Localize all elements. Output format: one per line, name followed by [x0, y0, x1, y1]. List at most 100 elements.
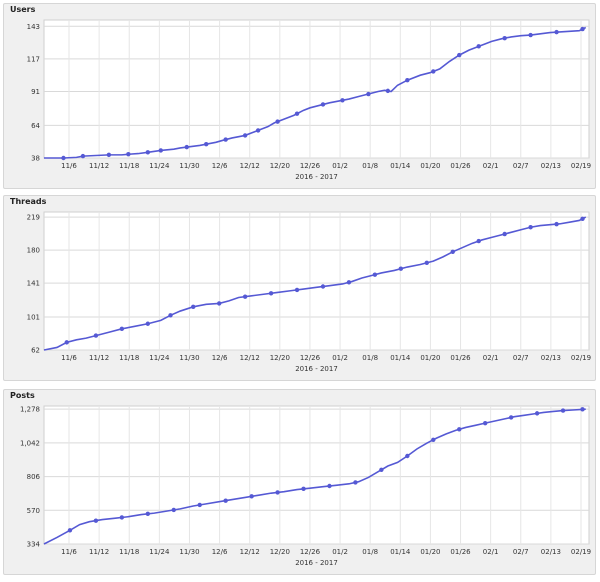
x-tick-label: 01/20 [420, 548, 440, 556]
data-point [353, 480, 358, 485]
x-tick-label: 02/1 [483, 548, 499, 556]
x-tick-label: 02/13 [541, 548, 561, 556]
x-tick-label: 11/24 [149, 548, 170, 556]
data-point [242, 133, 248, 138]
x-tick-label: 12/20 [270, 548, 290, 556]
data-point [145, 511, 151, 517]
x-tick-label: 01/8 [362, 548, 378, 556]
data-point [405, 78, 410, 83]
data-point [171, 507, 176, 513]
x-tick-label: 02/13 [541, 162, 561, 170]
users-chart-panel: Users 38 64 91 117 143 11/6 11/12 11/18 11/24 11/… [3, 3, 596, 189]
threads-chart: 62 101 141 180 219 11/6 11/12 11/18 11/24 11/30 12… [27, 211, 591, 373]
y-tick-label: 1,278 [20, 406, 40, 414]
x-tick-label: 11/18 [119, 548, 139, 556]
x-tick-label: 11/30 [179, 162, 199, 170]
x-tick-label: 11/24 [149, 354, 170, 362]
data-point [320, 102, 326, 107]
plot-area [43, 19, 590, 159]
data-point [366, 91, 371, 97]
data-point [534, 411, 540, 416]
x-tick-label: 01/26 [450, 162, 471, 170]
data-point [457, 52, 462, 58]
data-point [431, 69, 436, 74]
data-point [502, 231, 507, 237]
data-point [554, 29, 559, 35]
x-tick-label: 01/20 [420, 162, 440, 170]
data-point [320, 284, 326, 289]
data-point [119, 515, 125, 520]
y-tick-label: 570 [27, 507, 40, 515]
data-point [223, 498, 228, 503]
data-point [106, 152, 112, 158]
data-point [372, 272, 378, 277]
x-tick-label: 11/24 [149, 162, 170, 170]
x-tick-label: 01/20 [420, 354, 440, 362]
data-point [424, 260, 429, 265]
y-tick-label: 91 [31, 88, 40, 96]
data-point [554, 221, 559, 227]
data-point [145, 321, 151, 326]
data-point [93, 333, 99, 338]
x-tick-label: 11/6 [61, 162, 77, 170]
x-tick-label: 12/12 [240, 354, 260, 362]
y-tick-label: 334 [27, 541, 41, 549]
data-point [93, 518, 99, 523]
x-tick-label: 12/26 [300, 548, 321, 556]
data-point [405, 453, 410, 459]
y-tick-label: 38 [31, 155, 40, 163]
data-point [204, 142, 209, 147]
y-tick-label: 180 [27, 247, 40, 255]
plot-area [43, 405, 590, 545]
x-tick-label: 02/19 [571, 354, 591, 362]
y-tick-label: 117 [27, 55, 40, 63]
data-point [476, 44, 481, 49]
data-point [191, 304, 196, 310]
chart-title: Threads [10, 197, 47, 206]
y-tick-label: 1,042 [20, 439, 40, 447]
x-tick-label: 01/8 [362, 354, 378, 362]
data-point [119, 326, 125, 332]
x-tick-label: 01/8 [362, 162, 378, 170]
data-point [275, 490, 280, 495]
data-point [431, 437, 436, 443]
data-point [580, 26, 585, 32]
y-tick-label: 62 [31, 347, 40, 355]
data-point [560, 408, 566, 413]
data-point [294, 287, 300, 293]
x-tick-label: 02/19 [571, 548, 591, 556]
data-point [184, 144, 189, 150]
data-point [482, 420, 488, 426]
data-point [168, 313, 173, 318]
x-tick-label: 02/7 [513, 548, 529, 556]
data-point [528, 32, 533, 38]
data-point [346, 280, 352, 285]
x-tick-label: 11/18 [119, 354, 139, 362]
x-tick-label: 11/30 [179, 548, 199, 556]
data-point [340, 98, 345, 103]
x-tick-label: 01/26 [450, 548, 471, 556]
x-tick-label: 12/12 [240, 548, 260, 556]
x-tick-label: 01/2 [332, 354, 348, 362]
posts-chart: 334 570 806 1,042 1,278 11/6 11/12 11/18 11/24 11… [20, 405, 591, 567]
data-point [327, 483, 332, 489]
x-axis-label: 2016 - 2017 [295, 559, 338, 567]
data-point [528, 225, 533, 230]
x-tick-label: 01/14 [390, 354, 411, 362]
data-point [275, 119, 280, 124]
x-tick-label: 02/7 [513, 162, 529, 170]
x-tick-label: 12/6 [212, 548, 228, 556]
x-tick-label: 12/12 [240, 162, 260, 170]
x-tick-label: 12/20 [270, 162, 290, 170]
data-point [379, 467, 384, 473]
x-tick-label: 01/26 [450, 354, 471, 362]
data-point [268, 291, 274, 296]
x-tick-label: 11/12 [89, 162, 109, 170]
chart-title: Users [10, 5, 36, 14]
data-point [457, 427, 462, 432]
users-chart: 38 64 91 117 143 11/6 11/12 11/18 11/24 11/30 12/6… [27, 19, 591, 181]
x-tick-label: 11/6 [61, 354, 77, 362]
series-line [43, 216, 587, 351]
data-point [508, 415, 514, 420]
x-axis-label: 2016 - 2017 [295, 365, 338, 373]
